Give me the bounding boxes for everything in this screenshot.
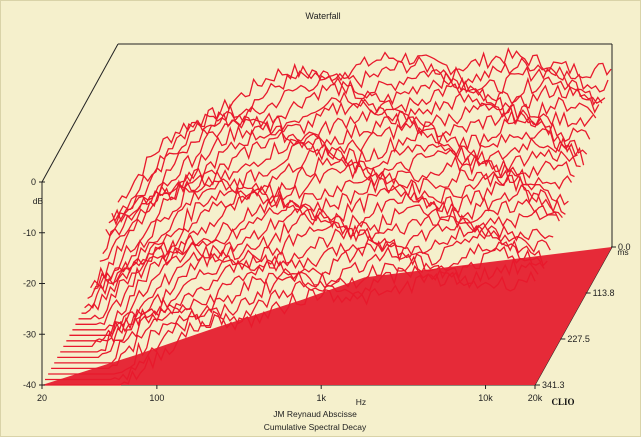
decay-slice	[84, 148, 578, 309]
decay-slice	[60, 217, 554, 353]
decay-slice	[96, 109, 591, 286]
decay-slice	[48, 245, 542, 375]
decay-slice	[114, 55, 609, 222]
decay-slice	[75, 168, 569, 326]
decay-slice	[87, 137, 581, 299]
caption-line-1: JM Reynaud Abscisse	[273, 409, 357, 419]
decay-slice	[42, 270, 536, 386]
decay-slice	[81, 155, 575, 314]
y-axis-label: dB	[33, 196, 44, 206]
x-tick-label: 20k	[528, 393, 543, 403]
decay-floor	[42, 247, 612, 385]
decay-slice	[54, 228, 548, 364]
y-tick-label: -40	[23, 380, 36, 390]
x-tick-label: 10k	[478, 393, 493, 403]
x-tick-label: 1k	[316, 393, 326, 403]
z-tick-label: 113.8	[593, 288, 615, 298]
chart-title: Waterfall	[305, 11, 340, 21]
caption-line-2: Cumulative Spectral Decay	[264, 422, 367, 432]
x-axis-ticks: 20 100 1k 10k 20k	[37, 385, 543, 403]
decay-slice	[93, 116, 588, 290]
decay-slice	[78, 168, 573, 320]
z-tick-label: 0.0	[618, 242, 631, 252]
decay-curves	[42, 47, 612, 386]
z-tick-label: 341.3	[542, 380, 565, 390]
clio-brand: CLIO	[551, 397, 574, 407]
x-tick-label: 20	[37, 393, 47, 403]
decay-slice	[111, 65, 606, 226]
decay-slice	[102, 92, 597, 255]
decay-slice	[69, 184, 563, 336]
x-tick-label: 100	[149, 393, 164, 403]
y-tick-label: -10	[23, 228, 36, 238]
y-axis-ticks: 0 -10 -20 -30 -40	[23, 177, 45, 390]
y-tick-label: -30	[23, 329, 36, 339]
decay-floor-fill	[42, 247, 612, 385]
z-axis-ticks: 0.0 113.8 227.5 341.3	[535, 242, 631, 390]
decay-slice	[90, 126, 585, 291]
decay-slice	[105, 83, 600, 238]
y-tick-label: -20	[23, 279, 36, 289]
z-tick-label: 227.5	[567, 334, 590, 344]
z-axis-label: ms	[617, 247, 628, 257]
top-left-edge	[41, 43, 119, 183]
decay-slice	[57, 224, 551, 359]
y-tick-label: 0	[31, 177, 36, 187]
decay-slice	[66, 198, 560, 342]
decay-slice	[45, 257, 539, 381]
x-axis-label: Hz	[356, 397, 366, 407]
